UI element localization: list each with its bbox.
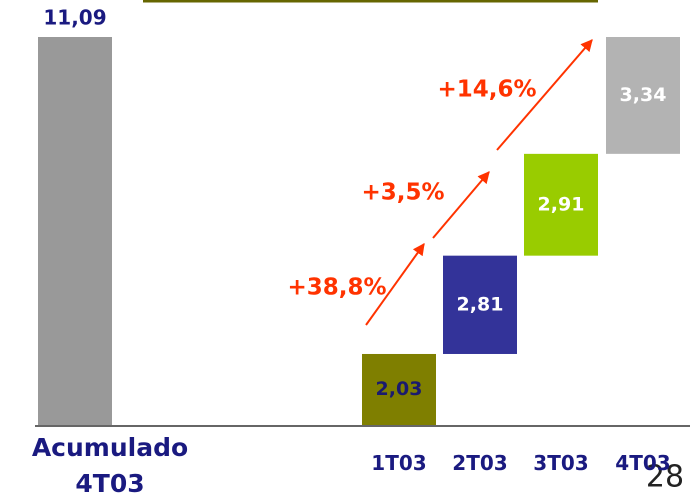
value-label: 2,91 [538, 193, 585, 215]
x-tick-label: 3T03 [533, 451, 589, 475]
value-label: 3,34 [620, 84, 667, 106]
annotation: +14,6% [437, 77, 536, 103]
value-label: 11,09 [43, 6, 106, 30]
x-tick-label: Acumulado 4T03 [31, 433, 189, 498]
bar [606, 37, 680, 154]
annotation: +38,8% [287, 275, 386, 301]
bar [443, 255, 517, 354]
bar [38, 37, 112, 425]
arrow [365, 243, 425, 326]
bar [362, 353, 436, 425]
x-tick-label: 1T03 [371, 451, 427, 475]
value-label: 2,03 [376, 378, 423, 400]
page-number: 28 [646, 460, 684, 495]
annotation: +3,5% [361, 180, 444, 206]
arrow [496, 39, 593, 151]
x-tick-label: 2T03 [452, 451, 508, 475]
bar [524, 153, 598, 256]
value-label: 2,81 [457, 293, 504, 315]
arrow [432, 171, 490, 239]
x-tick-label: 4T03 [615, 451, 671, 475]
